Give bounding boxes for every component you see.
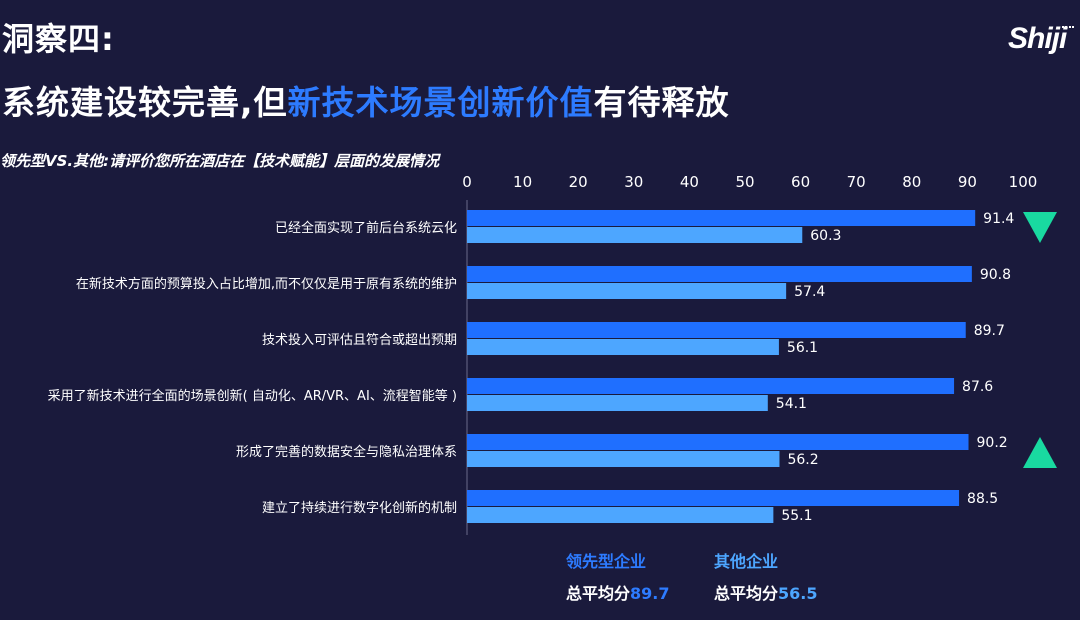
triangle-up-marker bbox=[1023, 437, 1057, 468]
other-value-label: 60.3 bbox=[810, 228, 841, 244]
category-label: 形成了完善的数据安全与隐私治理体系 bbox=[236, 444, 457, 460]
x-tick-label: 10 bbox=[513, 173, 532, 191]
category-label: 采用了新技术进行全面的场景创新( 自动化、AR/VR、AI、流程智能等 ) bbox=[48, 388, 457, 404]
leader-bar bbox=[467, 210, 976, 226]
leader-value-label: 87.6 bbox=[962, 379, 993, 395]
other-value-label: 54.1 bbox=[776, 396, 807, 412]
x-tick-label: 0 bbox=[462, 173, 472, 191]
category-label: 已经全面实现了前后台系统云化 bbox=[275, 220, 457, 236]
x-tick-label: 70 bbox=[847, 173, 866, 191]
x-tick-label: 100 bbox=[1009, 173, 1038, 191]
x-tick-label: 50 bbox=[735, 173, 754, 191]
other-bar bbox=[467, 283, 787, 299]
x-tick-label: 40 bbox=[680, 173, 699, 191]
leader-average-value: 89.7 bbox=[630, 584, 670, 603]
insight-subtitle: 系统建设较完善,但新技术场景创新价值有待释放 bbox=[2, 76, 730, 124]
subtitle-part-2: 有待释放 bbox=[593, 83, 730, 122]
leader-average-prefix: 总平均分 bbox=[566, 584, 631, 603]
x-tick-label: 30 bbox=[624, 173, 643, 191]
leader-value-label: 88.5 bbox=[967, 491, 998, 507]
legend-leader-label: 领先型企业 bbox=[566, 552, 647, 571]
legend-other-label: 其他企业 bbox=[714, 552, 779, 571]
triangle-down-marker bbox=[1023, 212, 1057, 243]
other-value-label: 57.4 bbox=[794, 284, 825, 300]
other-bar bbox=[467, 339, 779, 355]
subtitle-part-1: 系统建设较完善,但 bbox=[2, 83, 288, 122]
other-value-label: 55.1 bbox=[781, 508, 812, 524]
category-label: 建立了持续进行数字化创新的机制 bbox=[262, 500, 457, 516]
leader-bar bbox=[467, 378, 955, 394]
other-value-label: 56.1 bbox=[787, 340, 818, 356]
other-average-value: 56.5 bbox=[778, 584, 818, 603]
leader-bar bbox=[467, 434, 969, 450]
other-value-label: 56.2 bbox=[787, 452, 818, 468]
leader-bar bbox=[467, 322, 966, 338]
shiji-logo: Shiji bbox=[1008, 22, 1067, 55]
other-bar bbox=[467, 507, 774, 523]
leader-bar bbox=[467, 490, 960, 506]
category-label: 在新技术方面的预算投入占比增加,而不仅仅是用于原有系统的维护 bbox=[76, 276, 457, 292]
insight-title: 洞察四: bbox=[2, 20, 115, 58]
leader-value-label: 91.4 bbox=[983, 211, 1014, 227]
other-average: 总平均分56.5 bbox=[714, 580, 818, 604]
x-tick-label: 80 bbox=[902, 173, 921, 191]
leader-value-label: 89.7 bbox=[974, 323, 1005, 339]
leader-bar bbox=[467, 266, 972, 282]
leader-average: 总平均分89.7 bbox=[566, 580, 670, 604]
other-average-prefix: 总平均分 bbox=[714, 584, 779, 603]
x-tick-label: 20 bbox=[569, 173, 588, 191]
other-bar bbox=[467, 227, 803, 243]
other-bar bbox=[467, 451, 780, 467]
other-bar bbox=[467, 395, 768, 411]
logo-dots bbox=[1062, 26, 1074, 31]
x-tick-label: 90 bbox=[958, 173, 977, 191]
category-label: 技术投入可评估且符合或超出预期 bbox=[262, 332, 457, 348]
subtitle-highlight: 新技术场景创新价值 bbox=[287, 83, 594, 122]
chart-question: 领先型VS.其他:请评价您所在酒店在【技术赋能】层面的发展情况 bbox=[0, 152, 440, 170]
leader-value-label: 90.8 bbox=[980, 267, 1011, 283]
leader-value-label: 90.2 bbox=[977, 435, 1008, 451]
x-tick-label: 60 bbox=[791, 173, 810, 191]
